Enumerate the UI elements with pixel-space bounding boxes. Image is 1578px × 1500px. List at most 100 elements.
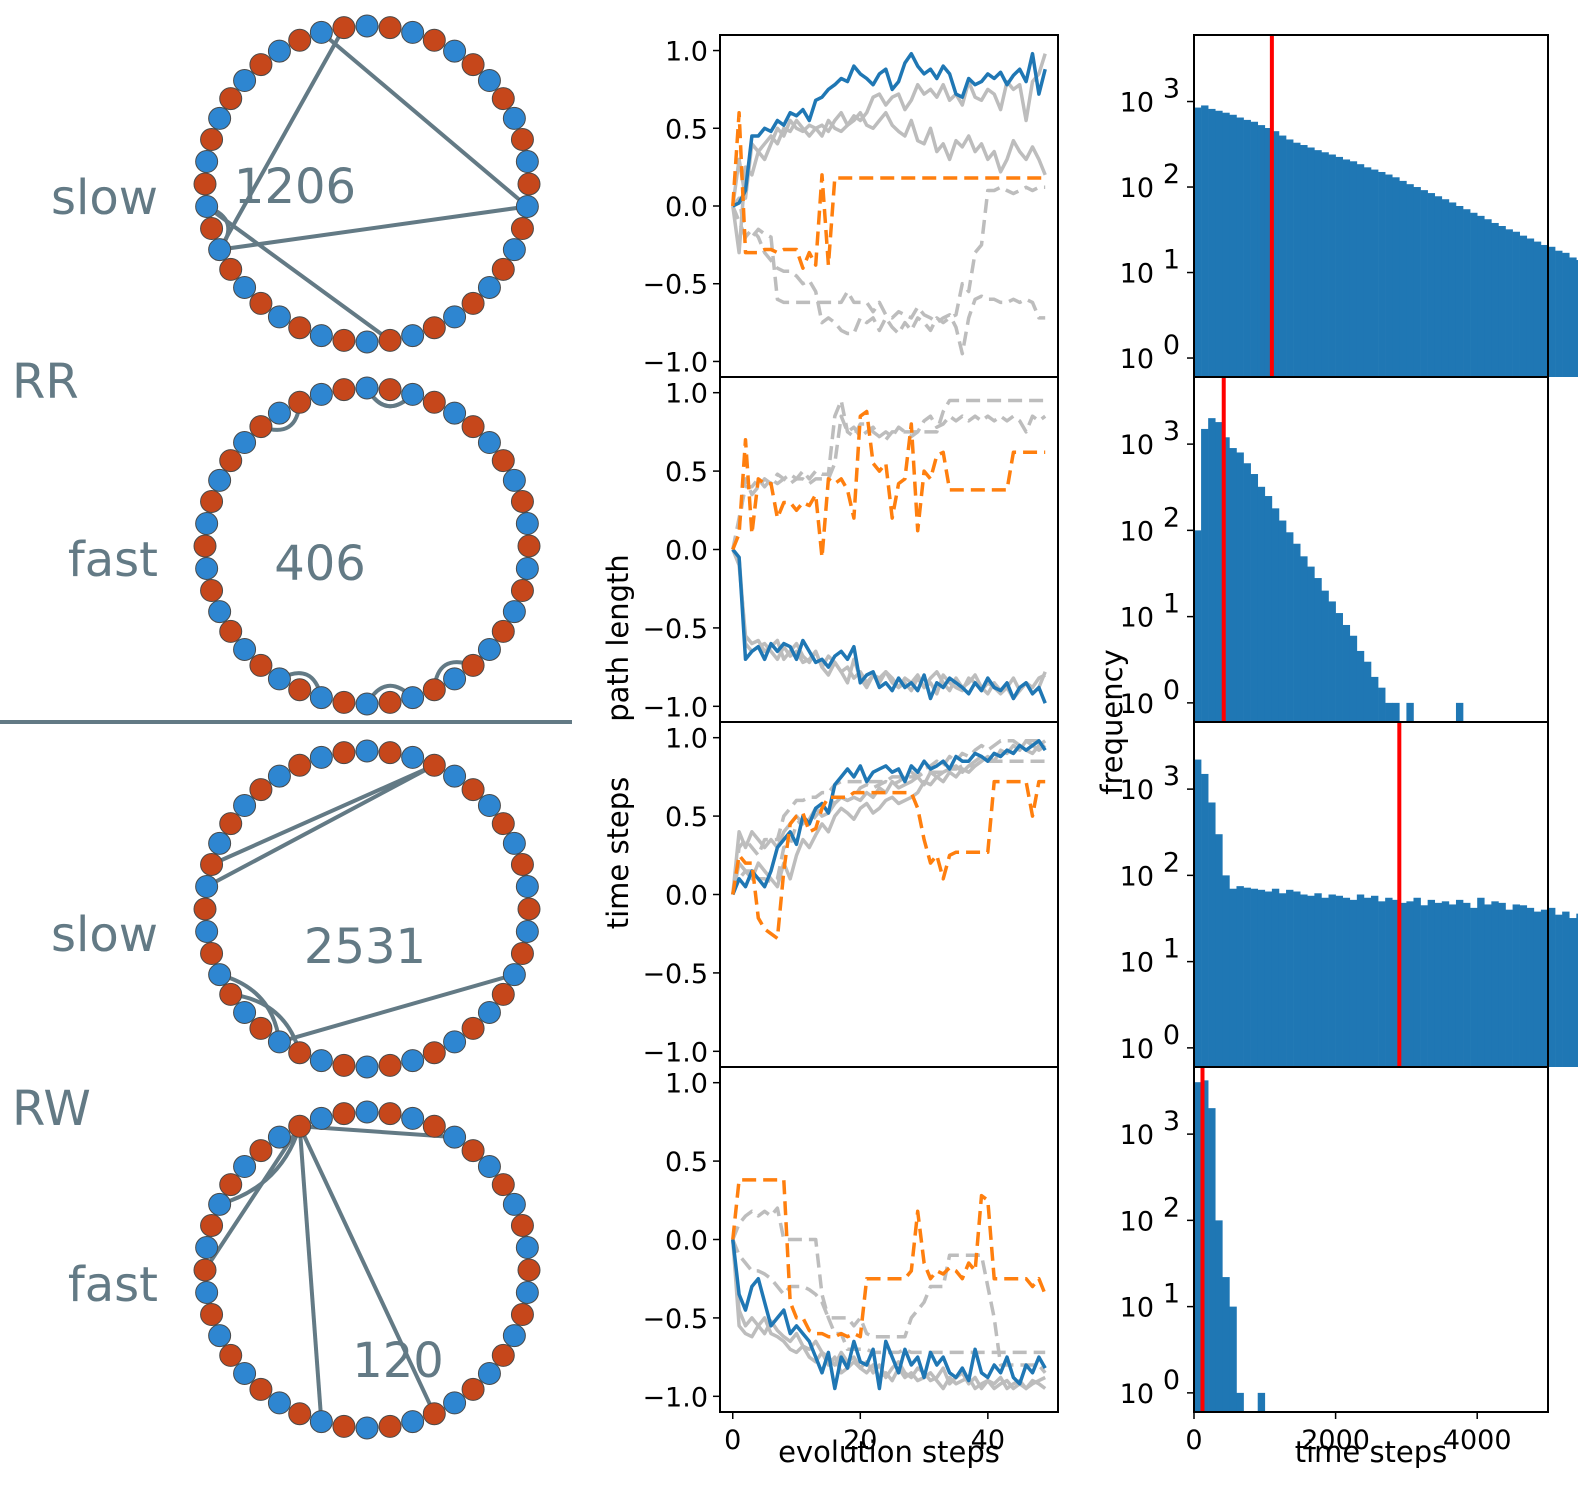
histogram-bar <box>1293 143 1300 377</box>
network-node <box>196 1237 218 1259</box>
histogram-bar <box>1534 242 1541 377</box>
network-node <box>234 1362 256 1384</box>
network-node <box>516 876 538 898</box>
network-node <box>478 276 500 298</box>
histogram-bar <box>1364 898 1371 1067</box>
histogram-1: 100101102103 <box>1120 35 1578 377</box>
y-tick-label: 0.0 <box>665 881 708 912</box>
frequency-axis-title: frequency <box>1095 649 1129 794</box>
network-node <box>478 1001 500 1023</box>
network-node <box>516 151 538 173</box>
network-node <box>511 490 533 512</box>
network-node <box>250 779 272 801</box>
network-node <box>196 557 218 579</box>
histogram-bar <box>1470 213 1477 377</box>
y-tick-label: 10 <box>1120 1120 1154 1151</box>
evolution-plot-1: −1.0−0.50.00.51.0 <box>642 35 1058 378</box>
network-node <box>268 402 290 424</box>
y-tick-label: 1.0 <box>665 724 708 755</box>
network-node <box>423 1403 445 1425</box>
histogram-bar <box>1244 463 1251 722</box>
histogram-bar <box>1569 918 1576 1067</box>
network-node <box>356 15 378 37</box>
network-node <box>423 754 445 776</box>
histogram-bar <box>1286 890 1293 1067</box>
y-tick-label: 0.0 <box>665 1226 708 1257</box>
network-node <box>333 379 355 401</box>
histogram-bar <box>1406 901 1413 1067</box>
evolution-panel: −1.0−0.50.00.51.0−1.0−0.50.00.51.0−1.0−0… <box>601 35 1058 1469</box>
y-tick-exponent: 0 <box>1163 675 1180 706</box>
histogram-bar <box>1336 896 1343 1067</box>
network-node <box>379 1103 401 1125</box>
y-tick-label: 10 <box>1120 1379 1154 1410</box>
histogram-bar <box>1229 115 1236 377</box>
network-node <box>462 416 484 438</box>
histogram-bar <box>1215 111 1222 377</box>
histogram-bar <box>1201 105 1208 377</box>
y-tick-exponent: 3 <box>1163 416 1180 447</box>
y-tick-exponent: 2 <box>1163 502 1180 533</box>
network-node <box>250 1378 272 1400</box>
network-node <box>511 218 533 240</box>
histogram-bar <box>1307 148 1314 378</box>
network-node <box>268 1031 290 1053</box>
histogram-bar <box>1236 1393 1243 1412</box>
network-node <box>511 943 533 965</box>
network-node <box>310 325 332 347</box>
histogram-bar <box>1194 760 1201 1067</box>
network-node <box>268 668 290 690</box>
network-node <box>402 746 424 768</box>
y-tick-label: −0.5 <box>642 270 708 301</box>
x-tick-label: 4000 <box>1443 1425 1512 1456</box>
histogram-bar <box>1286 532 1293 722</box>
network-node <box>478 638 500 660</box>
histogram-bar <box>1413 187 1420 377</box>
path-length-axis-title: path length <box>601 554 635 722</box>
histogram-bar <box>1201 774 1208 1067</box>
network-node <box>209 832 231 854</box>
network-node <box>220 813 242 835</box>
network-node <box>250 416 272 438</box>
network-edge <box>300 1126 322 1421</box>
network-node <box>492 983 514 1005</box>
network-node <box>503 1193 525 1215</box>
network-node <box>220 88 242 110</box>
network-node <box>511 580 533 602</box>
histogram-bar <box>1208 418 1215 722</box>
network-node <box>462 1017 484 1039</box>
histogram-bar <box>1251 474 1258 722</box>
network-node <box>356 1056 378 1078</box>
y-tick-label: 10 <box>1120 1293 1154 1324</box>
grey-series <box>733 206 1045 354</box>
network-node <box>333 1054 355 1076</box>
histogram-bar <box>1314 893 1321 1067</box>
histogram-bar <box>1357 651 1364 722</box>
histogram-bar <box>1222 113 1229 377</box>
histogram-bar <box>1506 229 1513 377</box>
histogram-bar <box>1484 219 1491 377</box>
network-node <box>462 54 484 76</box>
y-tick-label: −0.5 <box>642 614 708 645</box>
y-tick-label: −0.5 <box>642 959 708 990</box>
network-node <box>462 779 484 801</box>
histogram-bar <box>1336 157 1343 377</box>
histogram-bar <box>1435 196 1442 377</box>
histogram-bar <box>1442 199 1449 377</box>
histogram-bar <box>1222 875 1229 1067</box>
histogram-bar <box>1357 164 1364 377</box>
network-node <box>492 1344 514 1366</box>
histogram-bar <box>1406 703 1413 722</box>
histogram-bar <box>1258 125 1265 377</box>
histogram-bar <box>1548 908 1555 1067</box>
histogram-bar <box>1321 152 1328 377</box>
histogram-bar <box>1208 802 1215 1067</box>
network-node <box>478 1156 500 1178</box>
histogram-bar <box>1385 898 1392 1067</box>
histogram-bar <box>1555 915 1562 1067</box>
axes-frame <box>1194 1067 1548 1412</box>
y-tick-label: 0.5 <box>665 457 708 488</box>
histogram-bar <box>1378 901 1385 1067</box>
network-node <box>310 1411 332 1433</box>
